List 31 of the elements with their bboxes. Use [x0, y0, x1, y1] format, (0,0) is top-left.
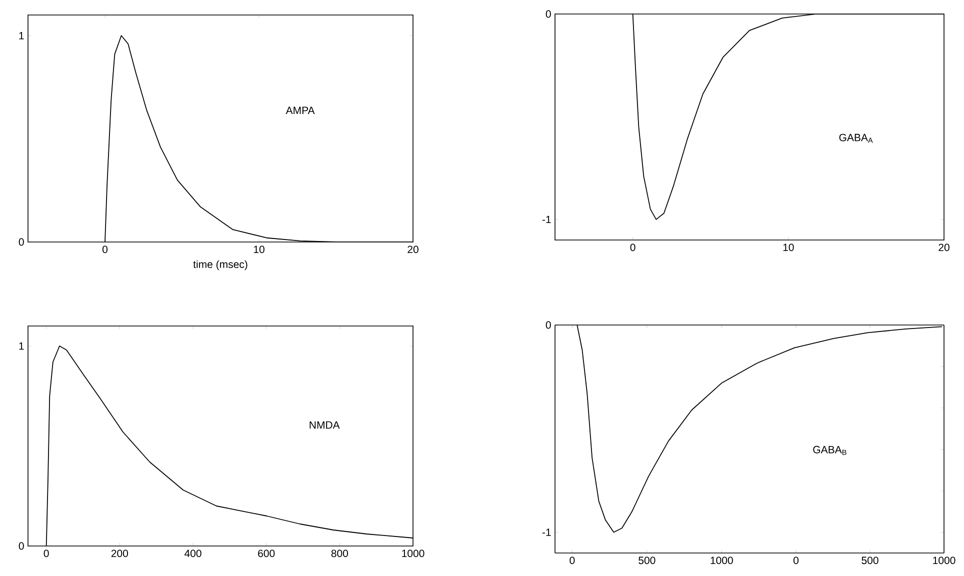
- y-tick-label: 1: [19, 32, 24, 40]
- y-tick-label: 0: [546, 321, 551, 329]
- x-tick-label: 0: [630, 244, 636, 252]
- y-tick-label: -1: [542, 216, 551, 224]
- annotation: NMDA: [310, 421, 340, 429]
- x-tick-label: 400: [184, 550, 202, 558]
- x-tick-label: 0: [793, 556, 799, 564]
- x-tick-label: 1000: [710, 556, 733, 564]
- x-tick-label: 10: [783, 244, 794, 252]
- x-tick-label: 500: [638, 556, 656, 564]
- x-tick-label: 200: [111, 550, 128, 558]
- annotation: AMPA: [286, 106, 315, 114]
- x-tick-label: 600: [258, 550, 275, 558]
- x-tick-label: 20: [408, 246, 418, 254]
- x-tick-label: 500: [862, 556, 878, 564]
- x-tick-label: 10: [254, 246, 264, 254]
- annotation: GABA$_{B}$: [813, 446, 846, 455]
- y-tick-label: 1: [19, 342, 24, 350]
- x-tick-label: 800: [331, 550, 348, 558]
- x-tick-label: 1000: [402, 550, 424, 558]
- y-tick-label: 0: [546, 10, 551, 18]
- y-tick-label: -1: [542, 528, 551, 536]
- x-tick-label: 20: [938, 244, 950, 252]
- y-tick-label: 0: [18, 238, 24, 246]
- x-tick-label: 0: [102, 246, 108, 254]
- y-tick-label: 0: [18, 542, 24, 550]
- annotation: GABA$_{A}$: [839, 134, 873, 143]
- x-tick-label: 0: [570, 556, 575, 564]
- x-axis-title: time (msec): [193, 260, 248, 270]
- x-tick-label: 1000: [933, 556, 956, 564]
- x-tick-label: 0: [44, 550, 49, 558]
